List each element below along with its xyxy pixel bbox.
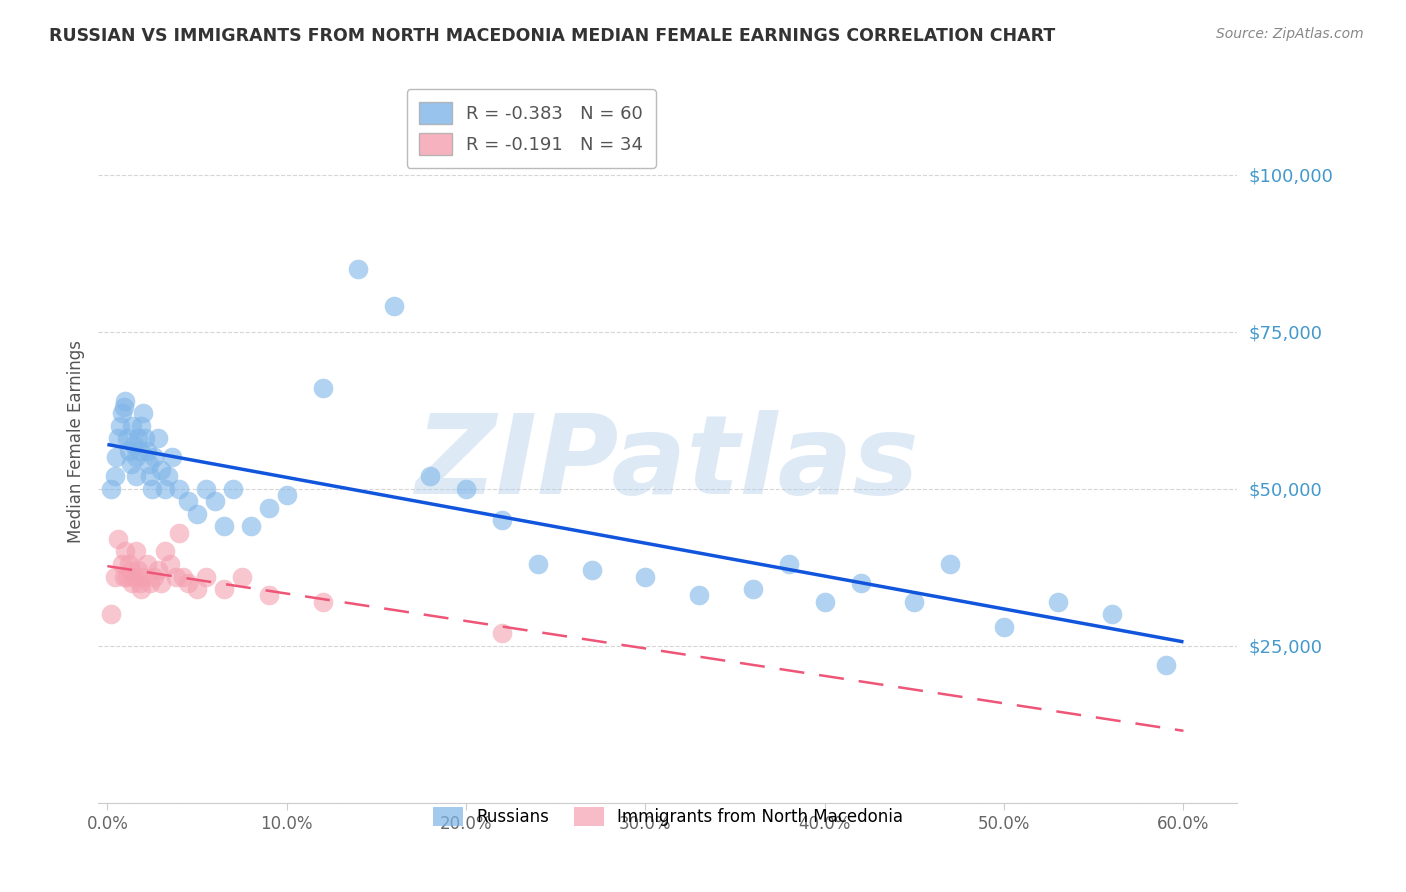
Point bbox=[141, 482, 163, 496]
Point bbox=[311, 381, 333, 395]
Point bbox=[993, 620, 1015, 634]
Point bbox=[118, 557, 141, 571]
Point bbox=[131, 418, 153, 433]
Point bbox=[1154, 657, 1177, 672]
Point bbox=[112, 569, 135, 583]
Point bbox=[100, 482, 122, 496]
Point bbox=[150, 575, 173, 590]
Point bbox=[634, 569, 657, 583]
Point bbox=[172, 569, 194, 583]
Point bbox=[454, 482, 477, 496]
Point bbox=[849, 575, 872, 590]
Point bbox=[903, 595, 925, 609]
Point bbox=[121, 418, 143, 433]
Point bbox=[1101, 607, 1123, 622]
Point bbox=[125, 450, 148, 465]
Point bbox=[167, 482, 190, 496]
Point bbox=[135, 557, 157, 571]
Point bbox=[153, 482, 176, 496]
Point bbox=[111, 406, 134, 420]
Point bbox=[186, 582, 208, 597]
Point bbox=[195, 569, 218, 583]
Point bbox=[527, 557, 550, 571]
Point bbox=[105, 450, 128, 465]
Point bbox=[143, 569, 166, 583]
Point bbox=[115, 569, 138, 583]
Point bbox=[115, 431, 138, 445]
Point bbox=[107, 431, 129, 445]
Point bbox=[177, 494, 200, 508]
Point bbox=[186, 507, 208, 521]
Point bbox=[100, 607, 122, 622]
Point bbox=[382, 300, 405, 314]
Point bbox=[139, 469, 162, 483]
Point bbox=[222, 482, 245, 496]
Point bbox=[146, 431, 169, 445]
Point bbox=[128, 575, 150, 590]
Point bbox=[108, 418, 131, 433]
Point bbox=[742, 582, 765, 597]
Point bbox=[139, 575, 162, 590]
Text: Source: ZipAtlas.com: Source: ZipAtlas.com bbox=[1216, 27, 1364, 41]
Point bbox=[146, 563, 169, 577]
Point bbox=[131, 582, 153, 597]
Point bbox=[231, 569, 253, 583]
Point bbox=[688, 589, 710, 603]
Point bbox=[276, 488, 298, 502]
Point bbox=[135, 444, 157, 458]
Point bbox=[167, 525, 190, 540]
Point bbox=[138, 457, 160, 471]
Point bbox=[125, 544, 148, 558]
Point bbox=[114, 393, 136, 408]
Point bbox=[120, 563, 142, 577]
Point bbox=[153, 544, 176, 558]
Point bbox=[127, 563, 149, 577]
Point bbox=[134, 431, 156, 445]
Text: ZIPatlas: ZIPatlas bbox=[416, 409, 920, 516]
Point bbox=[165, 569, 187, 583]
Point bbox=[125, 469, 148, 483]
Point bbox=[257, 500, 280, 515]
Point bbox=[212, 519, 235, 533]
Point bbox=[124, 569, 146, 583]
Point bbox=[150, 463, 173, 477]
Point bbox=[778, 557, 800, 571]
Point bbox=[132, 569, 155, 583]
Y-axis label: Median Female Earnings: Median Female Earnings bbox=[66, 340, 84, 543]
Point bbox=[103, 469, 125, 483]
Point bbox=[107, 532, 129, 546]
Point bbox=[491, 626, 513, 640]
Legend: Russians, Immigrants from North Macedonia: Russians, Immigrants from North Macedoni… bbox=[425, 798, 911, 834]
Point bbox=[103, 569, 125, 583]
Point bbox=[581, 563, 603, 577]
Point bbox=[419, 469, 441, 483]
Point bbox=[127, 431, 149, 445]
Point bbox=[939, 557, 962, 571]
Point bbox=[121, 575, 143, 590]
Point bbox=[159, 557, 181, 571]
Point bbox=[1046, 595, 1069, 609]
Point bbox=[204, 494, 226, 508]
Point bbox=[118, 444, 141, 458]
Point bbox=[111, 557, 134, 571]
Point bbox=[114, 544, 136, 558]
Point bbox=[814, 595, 837, 609]
Point bbox=[143, 450, 166, 465]
Point bbox=[120, 457, 142, 471]
Point bbox=[491, 513, 513, 527]
Point bbox=[177, 575, 200, 590]
Point bbox=[112, 400, 135, 414]
Point bbox=[157, 469, 180, 483]
Point bbox=[124, 438, 146, 452]
Point bbox=[347, 261, 370, 276]
Point bbox=[132, 406, 155, 420]
Point bbox=[239, 519, 262, 533]
Point bbox=[212, 582, 235, 597]
Point bbox=[195, 482, 218, 496]
Point bbox=[311, 595, 333, 609]
Text: RUSSIAN VS IMMIGRANTS FROM NORTH MACEDONIA MEDIAN FEMALE EARNINGS CORRELATION CH: RUSSIAN VS IMMIGRANTS FROM NORTH MACEDON… bbox=[49, 27, 1056, 45]
Point bbox=[257, 589, 280, 603]
Point bbox=[160, 450, 183, 465]
Point bbox=[128, 444, 150, 458]
